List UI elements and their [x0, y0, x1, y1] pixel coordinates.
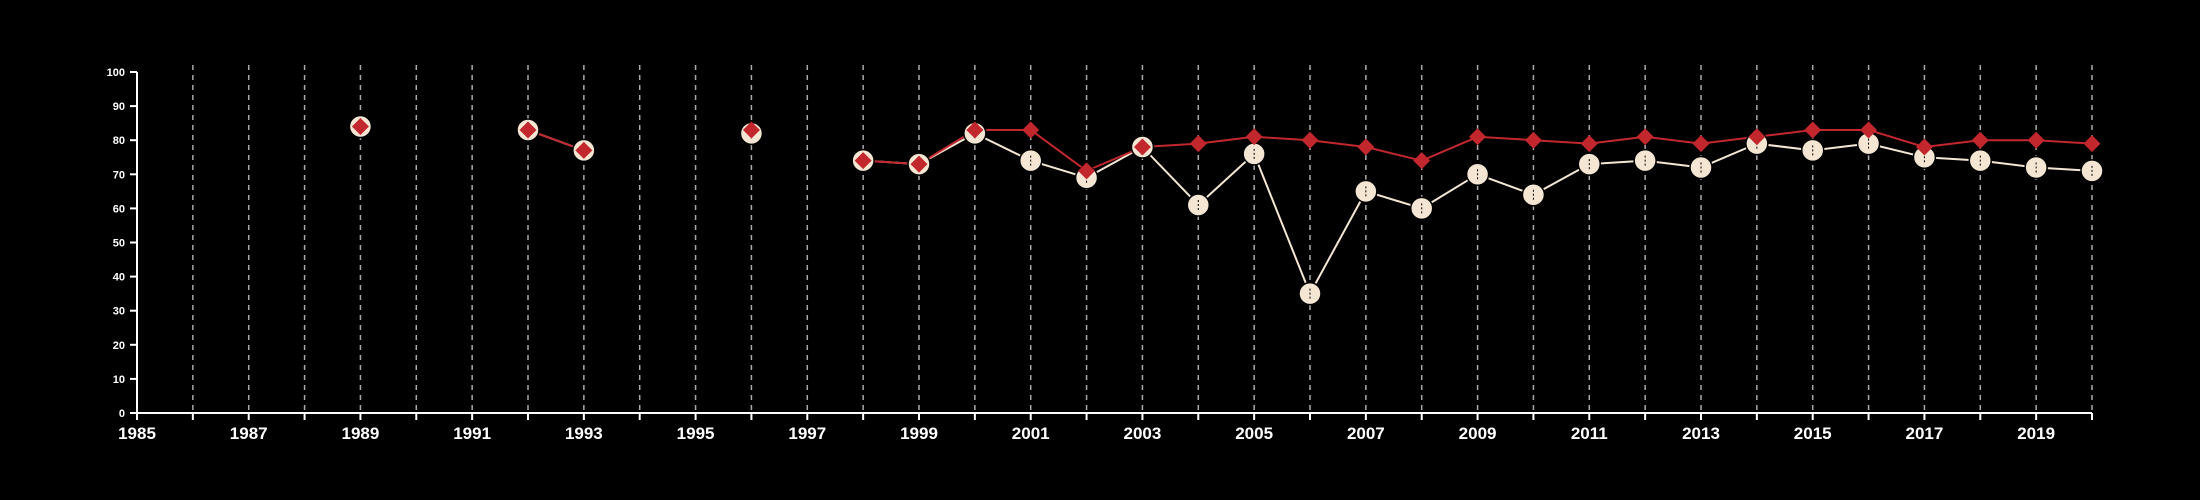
series-1-segment [1141, 146, 1200, 206]
y-tick-label: 30 [113, 306, 125, 318]
series-2-point-2008 [1413, 152, 1431, 170]
series-layer [348, 114, 2104, 306]
series-2-segment [1309, 139, 1366, 149]
x-tick-label: 2017 [1906, 424, 1944, 443]
axes: 0 10 20 30 40 50 60 70 80 90 100 1985 1987 1989 1991 19… [107, 67, 2093, 443]
series-2-point-2016 [1860, 121, 1878, 139]
series-2-segment [1198, 135, 1255, 145]
series-2-segment [1365, 146, 1422, 162]
x-tick-label: 1999 [900, 424, 938, 443]
series-2-segment [1645, 135, 1702, 145]
y-tick-label: 100 [107, 67, 125, 79]
series-2-point-2006 [1301, 131, 1319, 149]
x-tick-label: 1997 [788, 424, 826, 443]
x-tick-label: 1989 [342, 424, 380, 443]
y-tick-label: 40 [113, 272, 125, 284]
series-2-point-2013 [1692, 135, 1710, 153]
series-1-segment [1309, 190, 1367, 295]
series-2-point-2009 [1469, 128, 1487, 146]
y-tick-label: 10 [113, 374, 125, 386]
y-tick-label: 80 [113, 135, 125, 147]
x-tick-label: 2003 [1124, 424, 1162, 443]
series-2-point-2004 [1189, 135, 1207, 153]
series-2-point-2018 [1971, 131, 1989, 149]
x-tick-label: 2001 [1012, 424, 1050, 443]
series-2-point-2011 [1580, 135, 1598, 153]
y-tick-label: 60 [113, 203, 125, 215]
series-2-point-2019 [2027, 131, 2045, 149]
series-2-point-2005 [1245, 128, 1263, 146]
series-2-segment [1421, 135, 1478, 162]
x-tick-label: 2019 [2017, 424, 2055, 443]
series-2-segment [1868, 129, 1925, 148]
x-tick-label: 2013 [1682, 424, 1720, 443]
series-2-point-2003 [1133, 138, 1151, 156]
series-2-point-2010 [1524, 131, 1542, 149]
series-2-segment [1533, 139, 1590, 145]
x-tick-label: 2011 [1571, 424, 1608, 443]
series-2-segment [1756, 128, 1813, 138]
series-1-segment [1253, 153, 1311, 295]
x-tick-label: 1993 [565, 424, 603, 443]
series-2-point-1996 [742, 121, 760, 139]
series-2-segment [1030, 129, 1088, 172]
series-2-point-2002 [1078, 162, 1096, 180]
series-2-point-2012 [1636, 128, 1654, 146]
series-2-point-2014 [1748, 128, 1766, 146]
y-tick-label: 90 [113, 101, 125, 113]
x-tick-label: 2007 [1347, 424, 1385, 443]
y-tick-label: 20 [113, 340, 125, 352]
x-tick-label: 1991 [453, 424, 491, 443]
series-2-point-2007 [1357, 138, 1375, 156]
series-2-segment [1924, 139, 1981, 149]
y-tick-label: 50 [113, 238, 125, 250]
series-2-point-2020 [2083, 135, 2101, 153]
y-tick-label: 0 [119, 408, 125, 420]
x-tick-label: 2015 [1794, 424, 1832, 443]
series-2-segment [1589, 135, 1646, 145]
x-tick-label: 1985 [118, 424, 156, 443]
series-2-point-2001 [1022, 121, 1040, 139]
x-tick-label: 1987 [230, 424, 268, 443]
x-tick-label: 2005 [1235, 424, 1273, 443]
series-2-point-1999 [910, 155, 928, 173]
series-2-segment [2036, 139, 2093, 145]
x-tick-label: 1995 [677, 424, 715, 443]
series-1-segment [1197, 153, 1255, 206]
series-2-point-1998 [854, 152, 872, 170]
series-2-point-2000 [966, 121, 984, 139]
series-2-point-1989 [351, 118, 369, 136]
series-2-point-1993 [575, 141, 593, 159]
vertical-grid [192, 65, 2093, 413]
series-2-point-1992 [519, 121, 537, 139]
series-2-segment [1254, 135, 1311, 142]
series-2-point-2017 [1915, 138, 1933, 156]
y-tick-label: 70 [113, 169, 125, 181]
series-2-point-2015 [1804, 121, 1822, 139]
x-tick-label: 2009 [1459, 424, 1497, 443]
series-2-segment [1477, 135, 1534, 142]
